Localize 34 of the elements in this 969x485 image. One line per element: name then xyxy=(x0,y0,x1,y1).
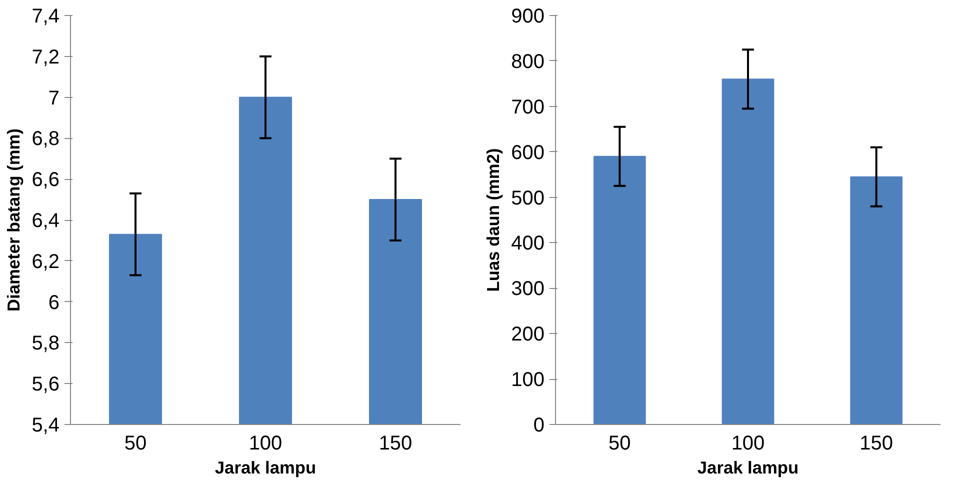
y-tick-label: 800 xyxy=(511,50,545,73)
y-tick-label: 7 xyxy=(48,87,60,110)
y-tick-label: 600 xyxy=(511,142,545,164)
x-axis-title: Jarak lampu xyxy=(697,458,799,478)
y-axis-title: Luas daun (mm2) xyxy=(483,148,504,292)
y-tick-label: 400 xyxy=(511,232,545,255)
y-tick-label: 6,6 xyxy=(32,169,60,192)
y-tick-label: 6 xyxy=(48,292,60,314)
x-tick-label: 150 xyxy=(860,432,894,454)
y-tick-label: 500 xyxy=(511,187,545,210)
bar xyxy=(594,156,646,424)
y-tick-label: 5,8 xyxy=(32,332,60,355)
y-tick-label: 5,6 xyxy=(32,374,60,396)
y-tick-label: 7,2 xyxy=(32,46,60,68)
y-tick-label: 6,2 xyxy=(32,250,60,273)
x-tick-label: 50 xyxy=(608,432,631,454)
y-tick-label: 7,4 xyxy=(32,6,60,28)
y-tick-label: 0 xyxy=(533,414,544,436)
x-tick-label: 100 xyxy=(731,432,765,454)
y-tick-label: 6,8 xyxy=(32,128,60,150)
y-tick-label: 5,4 xyxy=(32,414,60,436)
x-tick-label: 100 xyxy=(248,432,282,454)
y-axis-title: Diameter batang (mm) xyxy=(4,128,24,312)
y-tick-label: 700 xyxy=(511,96,545,118)
x-tick-label: 50 xyxy=(124,432,147,454)
y-tick-label: 300 xyxy=(511,278,545,300)
y-tick-label: 200 xyxy=(511,324,545,346)
bar xyxy=(850,176,902,424)
y-tick-label: 100 xyxy=(511,369,545,392)
y-tick-label: 6,4 xyxy=(32,210,60,232)
bar xyxy=(722,78,774,424)
x-tick-label: 150 xyxy=(378,432,412,454)
x-axis-title: Jarak lampu xyxy=(214,458,316,478)
y-tick-label: 900 xyxy=(511,6,545,28)
